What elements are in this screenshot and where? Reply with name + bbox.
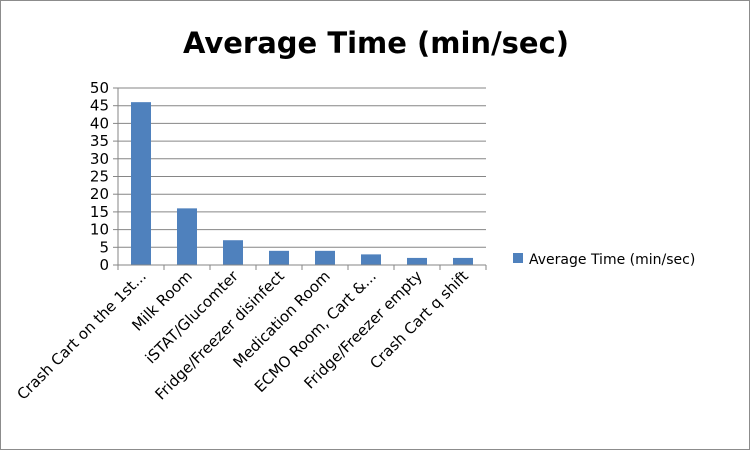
legend: Average Time (min/sec) xyxy=(513,252,695,268)
y-tick-label: 35 xyxy=(90,132,109,150)
legend-swatch xyxy=(513,253,523,263)
x-axis-labels: Crash Cart on the 1st...Milk RoomiSTAT/G… xyxy=(14,267,472,404)
bar xyxy=(407,257,427,265)
y-tick-label: 10 xyxy=(90,221,109,239)
bar xyxy=(361,254,381,265)
y-tick-label: 0 xyxy=(99,256,109,274)
y-tick-label: 5 xyxy=(99,238,109,256)
y-tick-label: 20 xyxy=(90,185,109,203)
y-tick-label: 45 xyxy=(90,97,109,115)
y-tick-label: 50 xyxy=(90,79,109,97)
y-tick-label: 25 xyxy=(90,168,109,186)
bar xyxy=(131,102,151,265)
axes xyxy=(117,88,487,270)
bar xyxy=(269,250,289,265)
bars xyxy=(131,102,473,265)
bar xyxy=(453,257,473,265)
bar xyxy=(177,208,197,265)
y-tick-label: 15 xyxy=(90,203,109,221)
x-tick-label: Crash Cart on the 1st... xyxy=(14,267,150,403)
legend-label: Average Time (min/sec) xyxy=(529,252,695,268)
bar xyxy=(315,250,335,265)
y-tick-label: 40 xyxy=(90,114,109,132)
bar xyxy=(223,240,243,265)
chart-title: Average Time (min/sec) xyxy=(183,26,569,60)
y-tick-label: 30 xyxy=(90,150,109,168)
gridlines xyxy=(118,87,486,248)
